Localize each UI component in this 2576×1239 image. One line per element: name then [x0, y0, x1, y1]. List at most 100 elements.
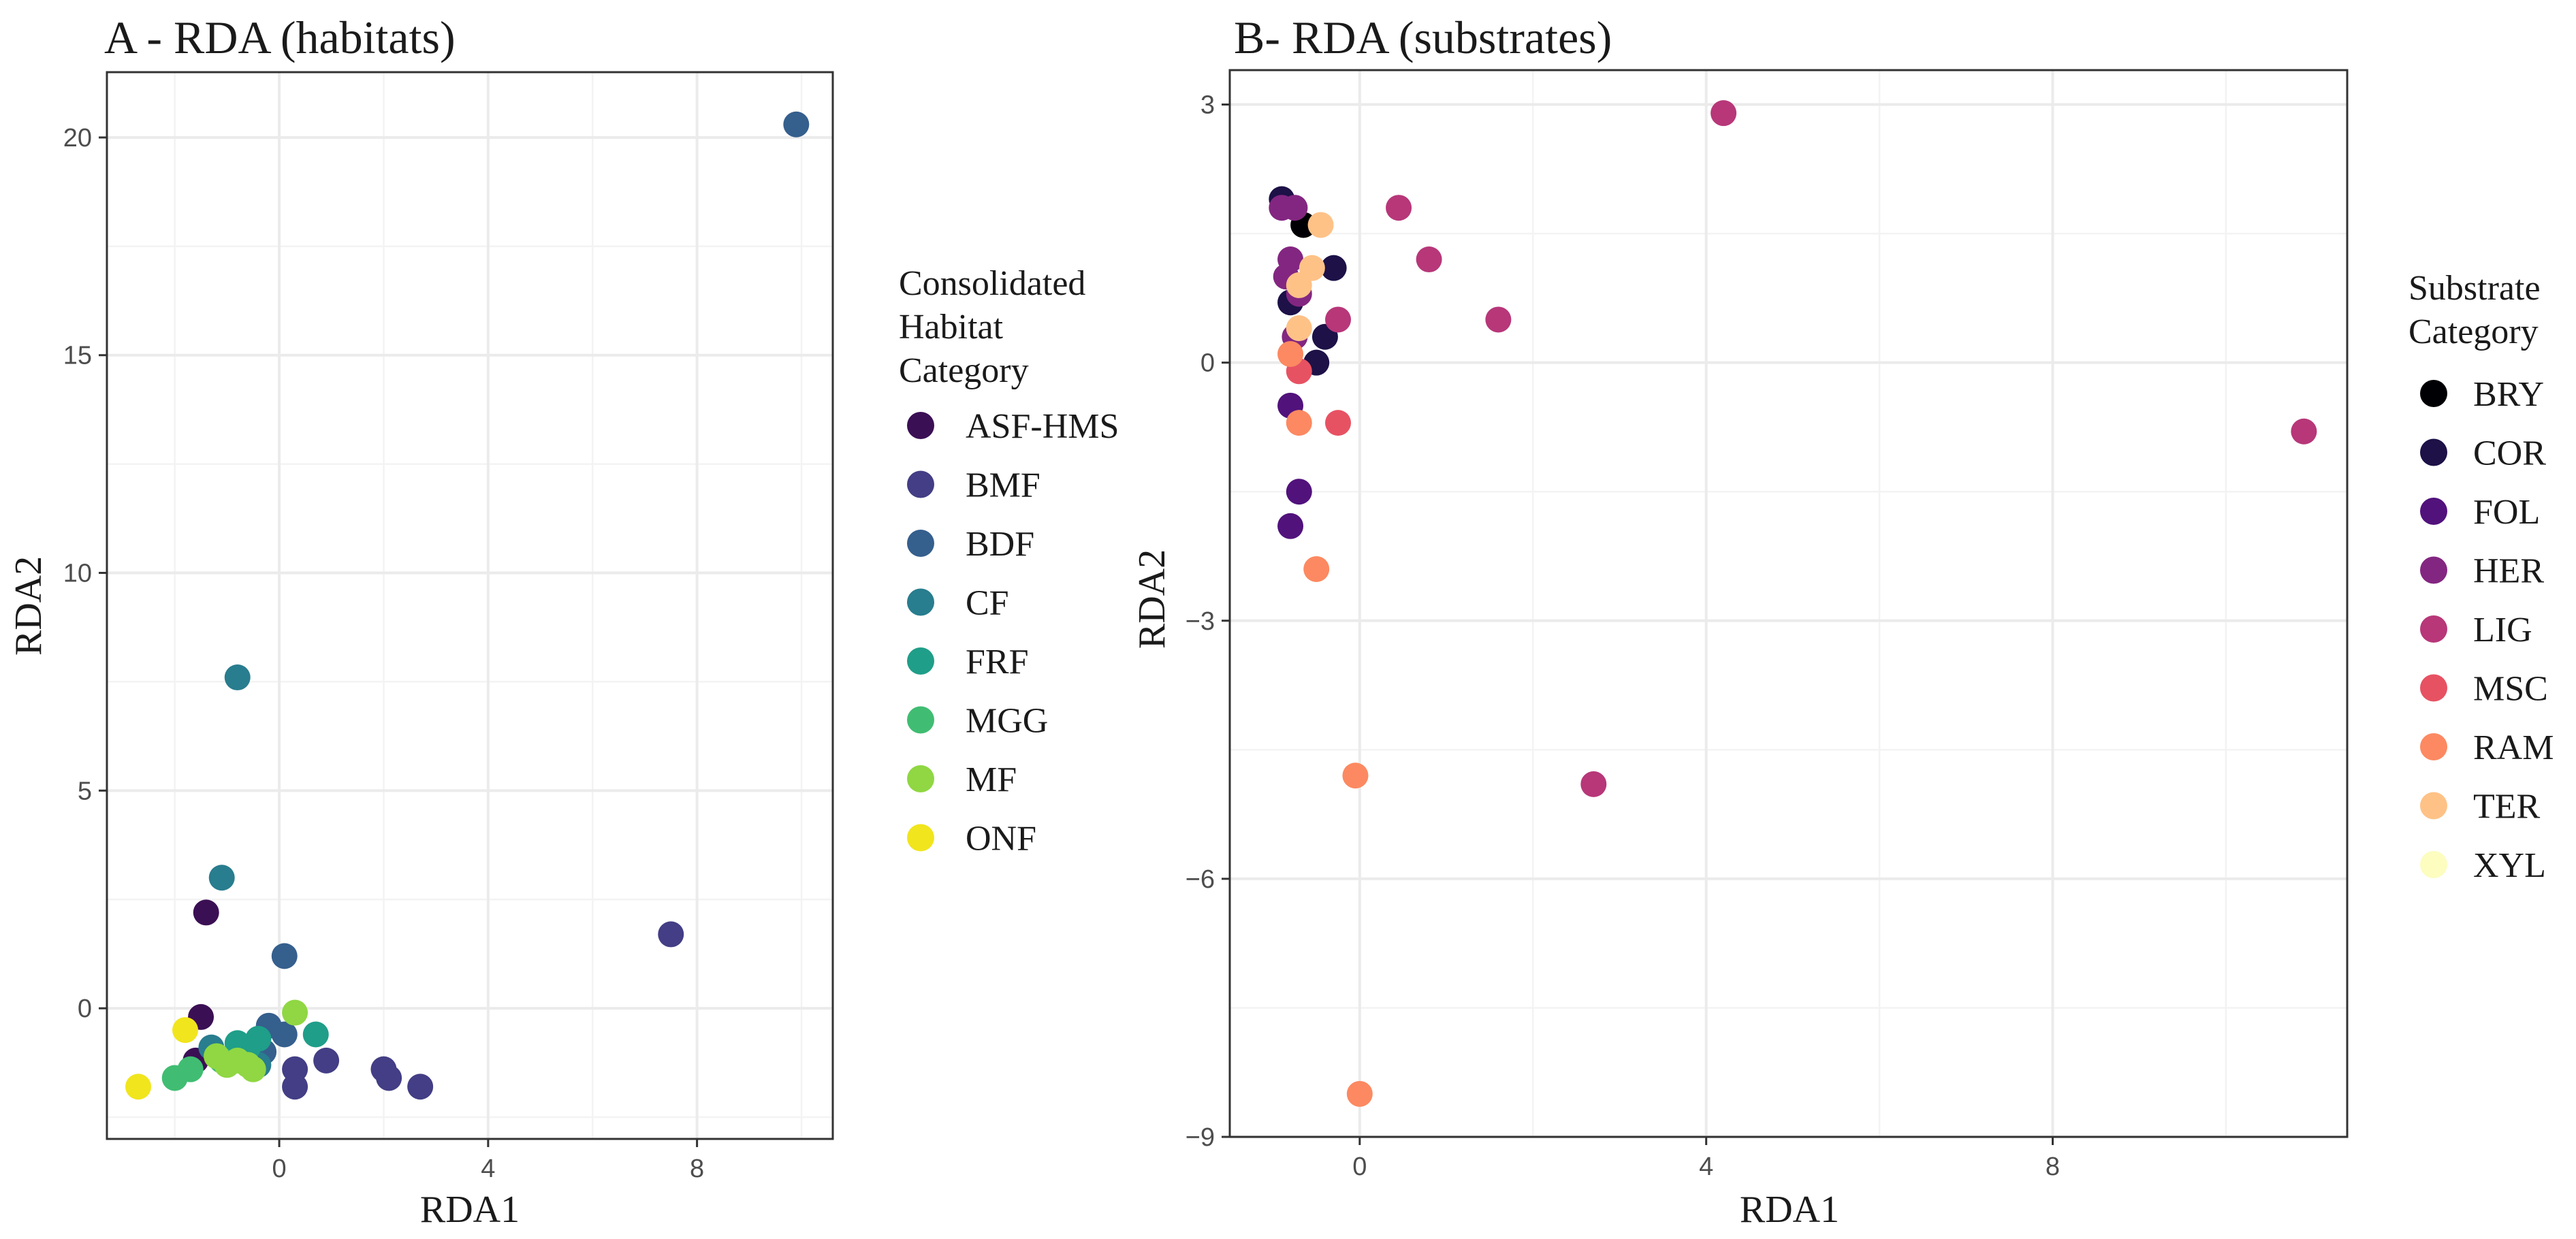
panel-a-y-tick-label: 15 — [63, 342, 92, 370]
panel-a-legend-label-cf: CF — [966, 584, 1009, 623]
panel-b-substrates: B- RDA (substrates) 0 4 8 3 0 −3 −6 −9 RDA1 RD… — [1131, 12, 2554, 1231]
panel-b-x-tick-label: 4 — [1699, 1153, 1713, 1181]
panel-b-point-ram — [1342, 762, 1369, 789]
panel-b-y-ticks: 3 0 −3 −6 −9 — [1186, 91, 1230, 1152]
panel-b-point-lig — [2291, 418, 2317, 445]
panel-a-title: A - RDA (habitats) — [104, 12, 456, 63]
panel-b-legend-key-cor — [2420, 438, 2447, 466]
panel-a-legend: Consolidated Habitat Category ASF-HMS BMF BDF… — [899, 264, 1119, 858]
panel-b-point-ram — [1346, 1080, 1373, 1107]
panel-a-point-bdf — [271, 943, 298, 969]
panel-a-point-cf — [208, 865, 235, 891]
panel-b-point-cor — [1320, 255, 1347, 281]
panel-b-x-ticks: 0 4 8 — [1352, 1137, 2060, 1181]
panel-b-legend-label-her: HER — [2473, 552, 2544, 591]
panel-b-legend-key-ter — [2420, 792, 2447, 820]
panel-b-point-lig — [1416, 246, 1442, 273]
panel-b-point-lig — [1580, 771, 1607, 797]
panel-a-legend-label-mf: MF — [966, 760, 1017, 799]
panel-a-legend-label-onf: ONF — [966, 820, 1036, 858]
panel-b-legend-label-ram: RAM — [2473, 728, 2554, 767]
panel-b-legend-label-fol: FOL — [2473, 493, 2540, 532]
panel-a-point-asf-hms — [193, 899, 219, 926]
panel-a-point-bmf — [658, 921, 684, 948]
panel-b-y-tick-label: −3 — [1186, 607, 1215, 636]
panel-b-legend: Substrate Category BRY COR FOL HER LIG MSC RAM TE… — [2408, 269, 2554, 885]
panel-b-x-tick-label: 0 — [1352, 1153, 1367, 1181]
panel-a-legend-title-line: Category — [899, 351, 1029, 390]
panel-a-point-mf — [282, 999, 308, 1026]
panel-a-point-frf — [302, 1021, 329, 1048]
panel-b-title: B- RDA (substrates) — [1234, 12, 1612, 63]
panel-a-y-tick-label: 10 — [63, 560, 92, 588]
panel-a-border — [106, 71, 834, 1140]
panel-a-x-tick-label: 4 — [481, 1155, 495, 1183]
panel-b-legend-label-ter: TER — [2473, 788, 2541, 826]
panel-a-legend-key-asf-hms — [907, 412, 934, 439]
panel-b-point-lig — [1711, 100, 1737, 127]
panel-b-border — [1228, 69, 2349, 1138]
panel-a-x-axis-title: RDA1 — [420, 1189, 520, 1231]
panel-b-point-fol — [1286, 479, 1312, 505]
panel-a-habitats: A - RDA (habitats) 0 4 8 0 5 10 15 20 RDA1 RDA… — [7, 12, 1119, 1231]
panel-a-point-bmf — [282, 1074, 308, 1100]
panel-b-point-lig — [1325, 306, 1352, 333]
panel-b-y-tick-label: 3 — [1200, 91, 1215, 120]
panel-a-x-tick-label: 0 — [272, 1155, 287, 1183]
panel-b-legend-label-lig: LIG — [2473, 611, 2532, 649]
panel-b-point-lig — [1485, 306, 1512, 333]
panel-b-legend-key-msc — [2420, 674, 2447, 702]
panel-a-legend-label-mgg: MGG — [966, 702, 1048, 741]
panel-a-y-tick-label: 5 — [78, 777, 92, 805]
panel-a-legend-key-mf — [907, 765, 934, 792]
panel-a-legend-key-cf — [907, 588, 934, 616]
panel-b-legend-label-xyl: XYL — [2473, 846, 2546, 885]
panel-a-y-ticks: 0 5 10 15 20 — [63, 124, 107, 1023]
panel-a-legend-key-mgg — [907, 706, 934, 734]
panel-b-point-her — [1282, 195, 1308, 221]
panel-a-x-tick-label: 8 — [690, 1155, 704, 1183]
panel-a-legend-key-bdf — [907, 530, 934, 557]
panel-b-legend-label-cor: COR — [2473, 434, 2546, 473]
panel-b-y-tick-label: 0 — [1200, 349, 1215, 378]
panel-b-point-ram — [1277, 341, 1304, 368]
panel-b-legend-key-ram — [2420, 733, 2447, 760]
panel-a-point-mgg — [177, 1056, 204, 1082]
panel-b-legend-key-lig — [2420, 615, 2447, 643]
panel-a-legend-key-frf — [907, 647, 934, 675]
panel-a-point-mf — [240, 1056, 266, 1082]
panel-b-legend-title-line: Category — [2408, 312, 2539, 351]
panel-a-legend-label-bdf: BDF — [966, 525, 1034, 564]
panel-a-point-bdf — [783, 111, 810, 138]
panel-b-legend-label-msc: MSC — [2473, 670, 2548, 709]
panel-b-legend-key-bry — [2420, 380, 2447, 407]
panel-b-point-msc — [1325, 410, 1352, 436]
panel-b-legend-label-bry: BRY — [2473, 375, 2544, 414]
panel-a-legend-label-asf-hms: ASF-HMS — [966, 407, 1119, 446]
panel-a-legend-title-line: Habitat — [899, 308, 1004, 347]
panel-b-x-tick-label: 8 — [2046, 1153, 2060, 1181]
panel-a-legend-label-frf: FRF — [966, 643, 1029, 681]
panel-a-grid — [107, 72, 833, 1139]
panel-b-point-ter — [1286, 315, 1312, 342]
panel-b-points — [1269, 100, 2317, 1107]
panel-b-y-tick-label: −9 — [1186, 1123, 1215, 1152]
panel-b-point-ter — [1307, 212, 1334, 238]
panel-a-y-axis-title: RDA2 — [7, 556, 50, 656]
panel-a-points — [125, 111, 810, 1100]
panel-b-point-ram — [1303, 556, 1330, 582]
panel-b-point-lig — [1386, 195, 1412, 221]
panel-b-x-axis-title: RDA1 — [1740, 1189, 1839, 1231]
panel-a-y-tick-label: 0 — [78, 995, 92, 1023]
panel-b-grid — [1230, 70, 2347, 1138]
panel-b-legend-key-xyl — [2420, 851, 2447, 878]
panel-a-point-bmf — [313, 1047, 340, 1074]
panel-b-legend-title-line: Substrate — [2408, 269, 2541, 308]
panel-b-point-fol — [1277, 513, 1304, 539]
panel-b-legend-key-her — [2420, 556, 2447, 584]
panel-b-point-ter — [1286, 272, 1312, 298]
panel-a-legend-label-bmf: BMF — [966, 466, 1040, 505]
panel-a-point-bmf — [407, 1074, 434, 1100]
panel-a-y-tick-label: 20 — [63, 124, 92, 152]
